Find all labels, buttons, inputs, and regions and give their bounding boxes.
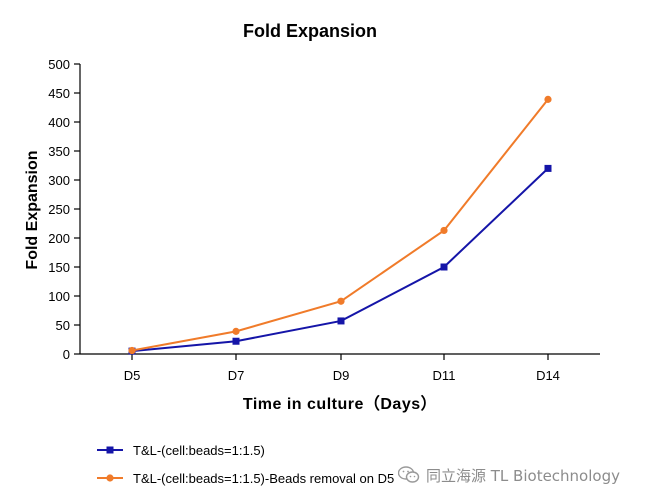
y-tick-label: 400 xyxy=(48,115,70,130)
y-tick-label: 50 xyxy=(56,318,70,333)
data-point xyxy=(128,346,136,355)
y-tick-label: 0 xyxy=(63,347,70,362)
series-layer xyxy=(128,95,552,355)
x-axis-label: Time in culture（Days） xyxy=(243,395,437,413)
legend-label: T&L-(cell:beads=1:1.5) xyxy=(133,443,265,458)
y-tick-label: 350 xyxy=(48,144,70,159)
x-tick-label: D11 xyxy=(433,368,456,383)
y-tick-label: 300 xyxy=(48,173,70,188)
data-point xyxy=(440,263,448,271)
legend-marker xyxy=(106,474,114,482)
legend-marker xyxy=(106,446,114,454)
series-line-2 xyxy=(131,98,549,352)
x-tick-label: D9 xyxy=(333,368,350,383)
data-point xyxy=(440,226,448,235)
chart-title: Fold Expansion xyxy=(243,21,377,41)
x-tick-label: D5 xyxy=(124,368,141,383)
y-tick-label: 250 xyxy=(48,202,70,217)
data-point xyxy=(337,317,345,325)
data-point xyxy=(544,95,552,103)
x-tick-label: D14 xyxy=(536,368,560,383)
watermark-text: 同立海源 TL Biotechnology xyxy=(426,466,620,485)
data-point xyxy=(232,337,240,345)
y-tick-label: 450 xyxy=(48,86,70,101)
legend: T&L-(cell:beads=1:1.5) T&L-(cell:beads=1:… xyxy=(97,443,394,486)
wechat-icon xyxy=(398,466,420,483)
y-axis-label: Fold Expansion xyxy=(24,150,41,269)
data-point xyxy=(232,327,240,335)
data-point xyxy=(337,297,345,305)
y-tick-label: 200 xyxy=(48,231,70,246)
y-tick-label: 500 xyxy=(48,57,70,72)
x-tick-label: D7 xyxy=(228,368,245,383)
legend-label: T&L-(cell:beads=1:1.5)-Beads removal on … xyxy=(133,471,394,486)
y-tick-label: 100 xyxy=(48,289,70,304)
watermark: 同立海源 TL Biotechnology xyxy=(398,462,638,488)
x-axis: D5 D7 D9 D11 D14 xyxy=(80,353,600,383)
y-tick-label: 150 xyxy=(48,260,70,275)
data-point xyxy=(544,164,552,172)
y-axis: 0 50 100 150 200 250 300 350 400 450 500 xyxy=(48,57,81,362)
